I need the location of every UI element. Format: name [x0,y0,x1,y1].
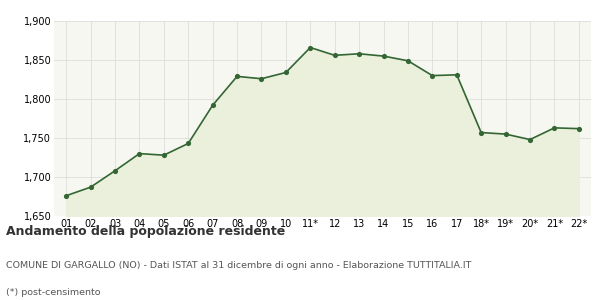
Point [355,51,364,56]
Point [61,193,71,198]
Point [281,70,290,75]
Point [452,72,461,77]
Point [525,137,535,142]
Point [208,103,217,108]
Point [184,141,193,146]
Text: Andamento della popolazione residente: Andamento della popolazione residente [6,225,285,238]
Point [159,153,169,158]
Point [305,45,315,50]
Text: COMUNE DI GARGALLO (NO) - Dati ISTAT al 31 dicembre di ogni anno - Elaborazione : COMUNE DI GARGALLO (NO) - Dati ISTAT al … [6,261,472,270]
Point [232,74,242,79]
Point [574,126,584,131]
Point [476,130,486,135]
Point [134,151,144,156]
Point [379,54,388,58]
Point [257,76,266,81]
Point [110,168,120,173]
Point [428,73,437,78]
Point [403,58,413,63]
Point [86,185,95,190]
Point [330,53,340,58]
Point [550,125,559,130]
Point [501,132,511,136]
Text: (*) post-censimento: (*) post-censimento [6,288,101,297]
